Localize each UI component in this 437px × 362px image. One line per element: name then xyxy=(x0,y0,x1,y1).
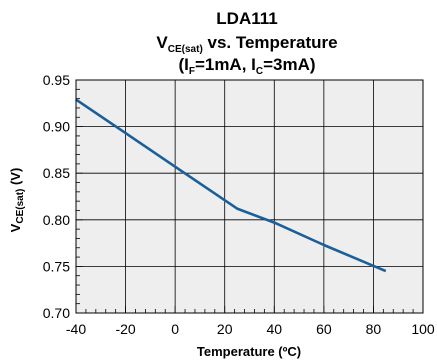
title-vce-main: V xyxy=(156,33,168,52)
chart-title-line1: LDA111 xyxy=(216,9,277,28)
x-tick-label: 100 xyxy=(411,321,435,337)
title-vce-rest: vs. Temperature xyxy=(203,33,338,52)
y-axis-label: VCE(sat) (V) xyxy=(8,168,26,233)
series-line-0 xyxy=(75,98,387,273)
title-cond-mid: =1mA, I xyxy=(195,55,256,74)
x-ticks: -40 -20 0 20 40 60 80 100 xyxy=(66,306,435,337)
y-tick-label: 0.80 xyxy=(43,212,70,228)
x-tick-label: 80 xyxy=(366,321,382,337)
y-label-main: V xyxy=(8,223,23,232)
y-tick-label: 0.85 xyxy=(43,165,70,181)
x-tick-label: 40 xyxy=(266,321,282,337)
y-label-rest: (V) xyxy=(8,168,23,189)
y-tick-label: 0.90 xyxy=(43,119,70,135)
title-vce-sub: CE(sat) xyxy=(168,44,203,55)
y-ticks: 0.70 0.75 0.80 0.85 0.90 0.95 xyxy=(43,72,83,321)
title-cond-close: =3mA) xyxy=(263,55,315,74)
y-label-sub: CE(sat) xyxy=(15,189,26,224)
title-cond-sub2: C xyxy=(256,66,263,77)
y-tick-label: 0.75 xyxy=(43,258,70,274)
chart-title-line2: VCE(sat) vs. Temperature xyxy=(156,33,337,55)
chart-title-line3: (IF=1mA, IC=3mA) xyxy=(178,55,315,77)
x-tick-label: -20 xyxy=(115,321,135,337)
series-group xyxy=(75,98,387,273)
plot-frame xyxy=(75,79,424,314)
x-axis-label: Temperature (ºC) xyxy=(197,344,301,359)
x-tick-label: 60 xyxy=(316,321,332,337)
plot-area xyxy=(76,80,423,313)
y-tick-label: 0.70 xyxy=(43,305,70,321)
y-tick-label: 0.95 xyxy=(43,72,70,88)
x-tick-label: 0 xyxy=(171,321,179,337)
x-tick-label: -40 xyxy=(66,321,86,337)
x-tick-label: 20 xyxy=(217,321,233,337)
title-cond-sub1: F xyxy=(189,66,195,77)
title-cond-open: (I xyxy=(178,55,188,74)
